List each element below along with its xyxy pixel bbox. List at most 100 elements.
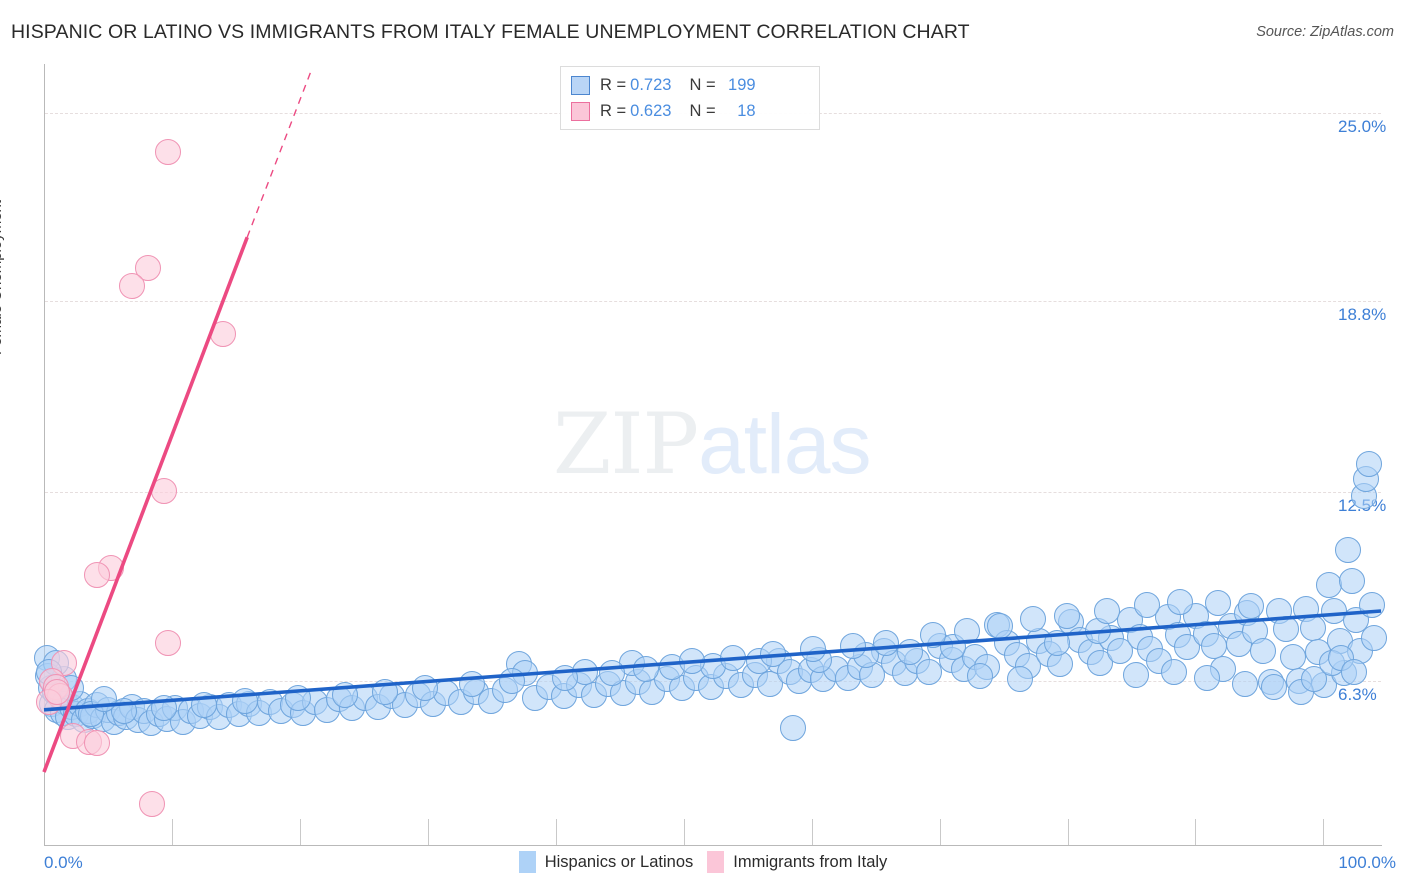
scatter-point[interactable]	[1250, 637, 1277, 664]
series-legend: Hispanics or Latinos Immigrants from Ita…	[0, 851, 1406, 873]
x-axis-tick	[940, 819, 941, 845]
scatter-point[interactable]	[966, 663, 993, 690]
r-value-pink: 0.623	[630, 101, 672, 120]
scatter-point[interactable]	[779, 715, 806, 741]
x-axis-tick	[1068, 819, 1069, 845]
scatter-point[interactable]	[1334, 537, 1361, 564]
x-axis-tick	[1323, 819, 1324, 845]
scatter-point[interactable]	[1238, 593, 1265, 620]
scatter-point[interactable]	[151, 477, 178, 504]
scatter-point[interactable]	[119, 272, 146, 299]
series-legend-item-italy[interactable]: Immigrants from Italy	[707, 851, 887, 873]
scatter-point[interactable]	[151, 695, 178, 722]
x-axis-tick	[556, 819, 557, 845]
scatter-point[interactable]	[1355, 450, 1382, 477]
scatter-point[interactable]	[920, 622, 947, 649]
stats-row-italy: R = 0.623 N = 18	[571, 98, 809, 124]
r-value-blue: 0.723	[630, 75, 672, 94]
correlation-stats-legend: R = 0.723 N = 199 R = 0.623 N = 18	[560, 66, 820, 130]
scatter-point[interactable]	[897, 639, 924, 666]
scatter-point[interactable]	[873, 629, 900, 656]
scatter-point[interactable]	[458, 670, 485, 697]
series-legend-label-italy: Immigrants from Italy	[733, 852, 888, 871]
scatter-point[interactable]	[839, 632, 866, 659]
gridline	[45, 492, 1381, 494]
scatter-point[interactable]	[953, 617, 980, 644]
y-axis-label: Female Unemployment	[0, 199, 5, 355]
scatter-point[interactable]	[91, 686, 118, 713]
scatter-point[interactable]	[552, 664, 579, 691]
x-axis-tick	[684, 819, 685, 845]
scatter-point[interactable]	[285, 684, 312, 711]
n-value-pink: 18	[737, 101, 756, 120]
y-axis-tick-label: 6.3%	[1338, 684, 1377, 704]
x-axis-tick	[428, 819, 429, 845]
scatter-point[interactable]	[412, 675, 439, 702]
zipatlas-watermark: ZIPatlas	[553, 402, 872, 486]
scatter-point[interactable]	[632, 655, 659, 682]
scatter-point[interactable]	[1204, 590, 1231, 617]
scatter-point[interactable]	[1338, 567, 1365, 594]
x-axis-min-label: 0.0%	[44, 853, 83, 872]
series-legend-label-hispanics: Hispanics or Latinos	[544, 852, 694, 871]
scatter-point[interactable]	[1167, 588, 1194, 615]
n-label-blue: N =	[689, 75, 716, 94]
scatter-point[interactable]	[759, 640, 786, 667]
legend-swatch-blue-icon	[571, 75, 590, 95]
series-swatch-blue-icon	[518, 851, 536, 873]
scatter-point[interactable]	[1093, 598, 1120, 624]
scatter-point[interactable]	[331, 681, 358, 708]
x-axis-tick	[300, 819, 301, 845]
series-swatch-pink-icon	[707, 851, 725, 873]
scatter-point[interactable]	[599, 660, 626, 687]
scatter-point[interactable]	[139, 790, 166, 817]
trendline-italy-extension	[246, 69, 313, 238]
scatter-point[interactable]	[986, 613, 1013, 640]
scatter-point[interactable]	[84, 730, 111, 757]
scatter-point[interactable]	[210, 321, 237, 348]
watermark-zip: ZIP	[553, 395, 699, 493]
scatter-point[interactable]	[191, 692, 218, 719]
y-axis-line	[44, 64, 45, 845]
scatter-point[interactable]	[1361, 625, 1388, 652]
scatter-point[interactable]	[799, 635, 826, 662]
scatter-point[interactable]	[84, 561, 111, 588]
scatter-point[interactable]	[1299, 614, 1326, 641]
watermark-atlas: atlas	[698, 397, 871, 491]
scatter-point[interactable]	[1044, 629, 1071, 656]
scatter-point[interactable]	[1279, 643, 1306, 670]
scatter-point[interactable]	[231, 687, 258, 714]
scatter-point[interactable]	[1261, 673, 1288, 700]
scatter-point[interactable]	[155, 139, 182, 166]
scatter-point[interactable]	[1341, 658, 1368, 685]
scatter-point[interactable]	[1231, 670, 1258, 697]
scatter-point[interactable]	[44, 678, 71, 705]
scatter-point[interactable]	[1273, 616, 1300, 643]
scatter-point[interactable]	[1315, 572, 1342, 599]
page-title: HISPANIC OR LATINO VS IMMIGRANTS FROM IT…	[11, 21, 970, 43]
y-axis-tick-label: 25.0%	[1338, 116, 1387, 136]
scatter-point[interactable]	[371, 678, 398, 705]
scatter-point[interactable]	[1134, 591, 1161, 618]
scatter-point[interactable]	[498, 667, 525, 694]
scatter-point[interactable]	[1194, 664, 1221, 691]
r-label-pink: R =	[600, 101, 627, 120]
r-label-blue: R =	[600, 75, 627, 94]
source-attribution: Source: ZipAtlas.com	[1256, 24, 1394, 40]
legend-swatch-pink-icon	[571, 101, 590, 121]
scatter-point[interactable]	[155, 629, 182, 656]
x-axis-tick	[812, 819, 813, 845]
scatter-point[interactable]	[1007, 666, 1033, 693]
n-value-blue: 199	[728, 75, 756, 94]
scatter-point[interactable]	[1160, 658, 1187, 685]
scatter-point[interactable]	[1020, 605, 1047, 632]
series-legend-item-hispanics[interactable]: Hispanics or Latinos	[518, 851, 694, 873]
scatter-point[interactable]	[1053, 602, 1080, 629]
scatter-point[interactable]	[679, 648, 706, 675]
scatter-point[interactable]	[1123, 661, 1150, 688]
x-axis-line	[44, 845, 1382, 846]
scatter-point[interactable]	[719, 645, 746, 672]
scatter-point[interactable]	[1358, 591, 1385, 618]
